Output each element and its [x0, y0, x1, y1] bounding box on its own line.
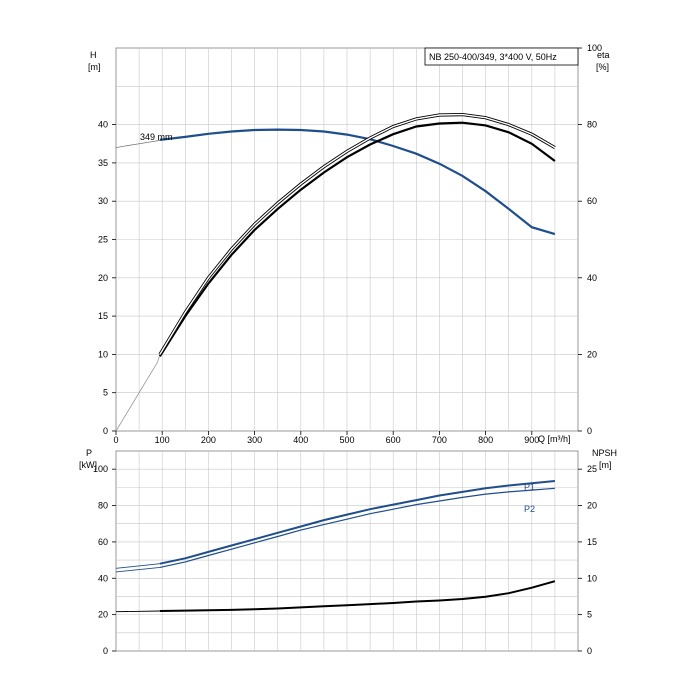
upper-grid: [116, 48, 578, 431]
lower-grid: [116, 451, 578, 651]
p1-curve-extension: [115, 563, 160, 569]
tick-label-p: 20: [98, 610, 108, 620]
eta-curve: [158, 121, 556, 357]
tick-label-eta: 40: [587, 273, 597, 283]
lower-curves: [115, 480, 556, 613]
tick-label-q: 600: [386, 435, 401, 445]
tick-label-eta: 20: [587, 349, 597, 359]
tick-label-q: 800: [478, 435, 493, 445]
upper-right-tick-labels: 0 20 40 60 80 100: [578, 43, 602, 436]
tick-label-q: 200: [201, 435, 216, 445]
lower-left-axis-unit: [kW]: [79, 460, 97, 470]
series-label-p1: P1: [524, 482, 535, 492]
lower-left-tick-labels: 0 20 40 60 80 100: [93, 464, 116, 656]
lower-right-tick-labels: 0 5 10 15 20 25: [578, 464, 597, 656]
tick-label-eta: 60: [587, 196, 597, 206]
tick-label-q: 0: [113, 435, 118, 445]
tick-label-h: 25: [98, 235, 108, 245]
tick-label-h: 0: [103, 426, 108, 436]
tick-label-q: 700: [432, 435, 447, 445]
lower-panel: P [kW] NPSH [m] P1 P2 0 20 40 60 80 100 0 5 10 1…: [79, 448, 617, 656]
tick-label-h: 10: [98, 349, 108, 359]
x-axis-label: Q [m³/h]: [538, 434, 571, 444]
p2-curve-extension: [115, 566, 160, 573]
tick-label-npsh: 0: [587, 646, 592, 656]
tick-label-npsh: 10: [587, 573, 597, 583]
curve-extension-0: [115, 139, 160, 148]
npsh-curve: [159, 580, 556, 612]
tick-label-eta: 100: [587, 43, 602, 53]
tick-label-eta: 80: [587, 120, 597, 130]
tick-label-npsh: 5: [587, 610, 592, 620]
tick-label-q: 500: [339, 435, 354, 445]
lower-right-axis-unit: [m]: [599, 460, 612, 470]
upper-right-axis-label: eta: [597, 50, 610, 60]
p1-curve: [159, 480, 555, 565]
tick-label-h: 35: [98, 158, 108, 168]
tick-label-h: 30: [98, 196, 108, 206]
tick-label-npsh: 15: [587, 537, 597, 547]
tick-label-p: 60: [98, 537, 108, 547]
tick-label-eta: 0: [587, 426, 592, 436]
tick-label-q: 100: [155, 435, 170, 445]
tick-label-q: 400: [293, 435, 308, 445]
tick-label-q: 900: [524, 435, 539, 445]
p2-curve: [159, 487, 555, 568]
curve-extension-2: [115, 354, 161, 432]
tick-label-h: 5: [103, 388, 108, 398]
curve-label-349mm: 349 mm: [140, 132, 173, 142]
tick-label-p: 80: [98, 501, 108, 511]
tick-label-h: 15: [98, 311, 108, 321]
tick-label-h: 40: [98, 120, 108, 130]
eta-curve-inner: [159, 113, 556, 355]
head-curve: [159, 128, 556, 236]
chart-title-box: [424, 47, 579, 66]
upper-right-axis-unit: [%]: [596, 62, 609, 72]
npsh-curve-extension: [115, 610, 160, 613]
tick-label-p: 40: [98, 573, 108, 583]
upper-left-axis-unit: [m]: [88, 62, 101, 72]
upper-left-axis-label: H: [90, 50, 97, 60]
upper-left-tick-labels: 0 5 10 15 20 25 30 35 40: [98, 120, 116, 436]
tick-label-npsh: 20: [587, 501, 597, 511]
lower-right-axis-label: NPSH: [592, 448, 617, 458]
tick-label-h: 20: [98, 273, 108, 283]
x-tick-labels: 0 100 200 300 400 500 600 700 800 900: [113, 431, 539, 445]
chart-title: NB 250-400/349, 3*400 V, 50Hz: [429, 52, 557, 62]
upper-panel: NB 250-400/349, 3*400 V, 50Hz H [m] eta …: [88, 43, 610, 445]
tick-label-npsh: 25: [587, 464, 597, 474]
upper-curves: [115, 112, 556, 432]
lower-left-axis-label: P: [86, 448, 92, 458]
series-label-p2: P2: [524, 504, 535, 514]
tick-label-q: 300: [247, 435, 262, 445]
tick-label-p: 0: [103, 646, 108, 656]
tick-label-p: 100: [93, 464, 108, 474]
